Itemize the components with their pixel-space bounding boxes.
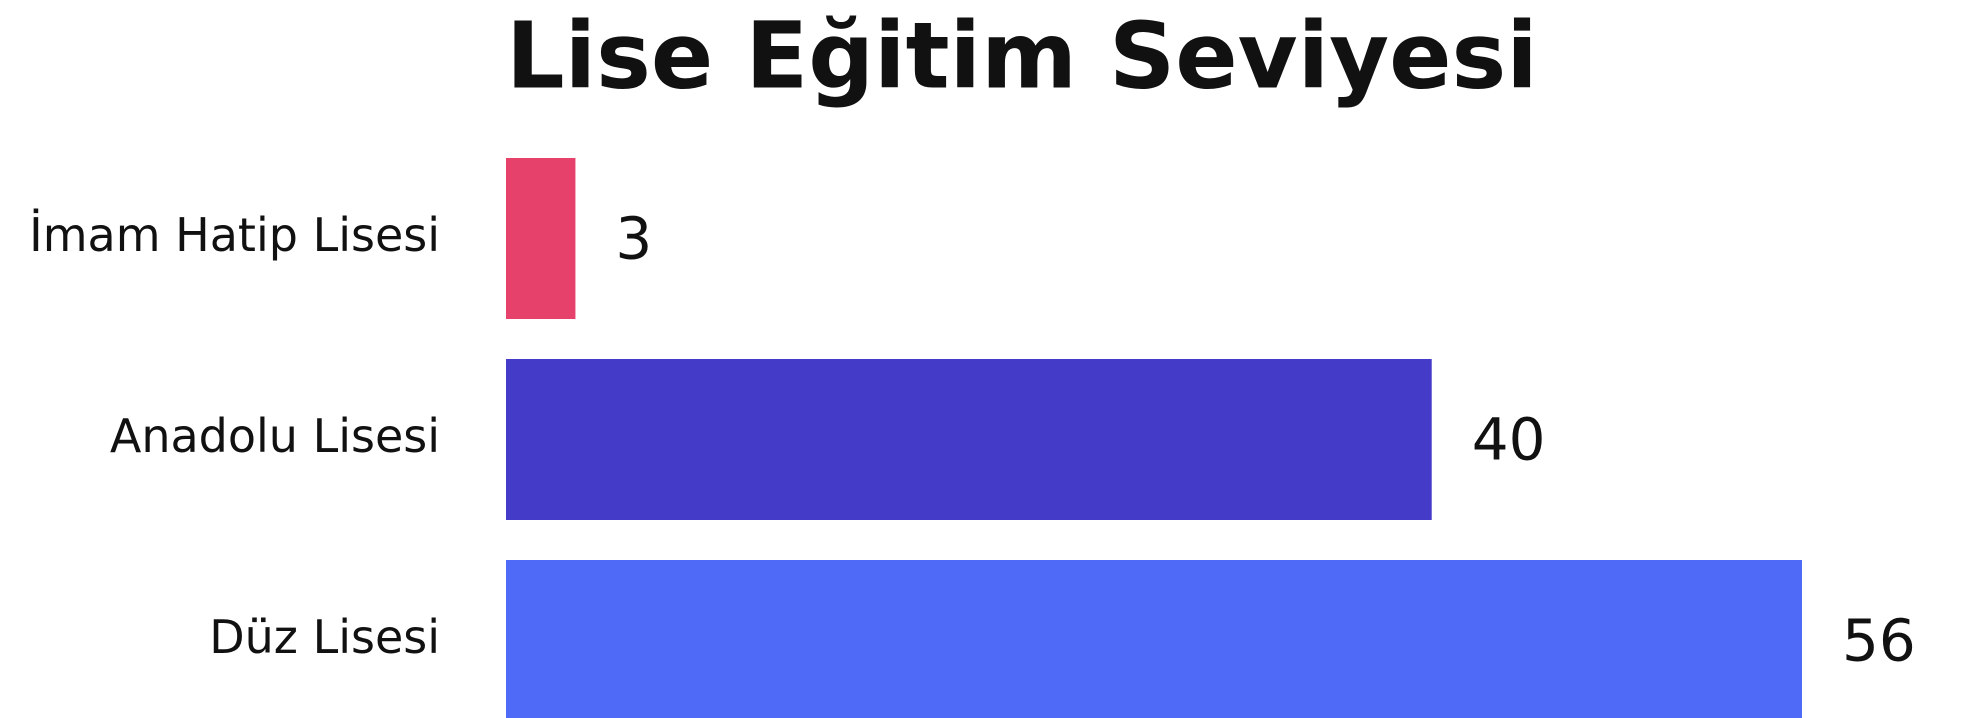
bar [506,158,576,319]
chart-title: Lise Eğitim Seviyesi [506,2,1538,109]
value-label: 3 [615,205,652,273]
value-label: 40 [1472,406,1546,474]
bar [506,560,1802,718]
value-label: 56 [1842,607,1916,675]
bar [506,359,1432,520]
category-label: Düz Lisesi [209,610,440,664]
category-label: İmam Hatip Lisesi [29,208,440,262]
category-label: Anadolu Lisesi [110,409,440,463]
